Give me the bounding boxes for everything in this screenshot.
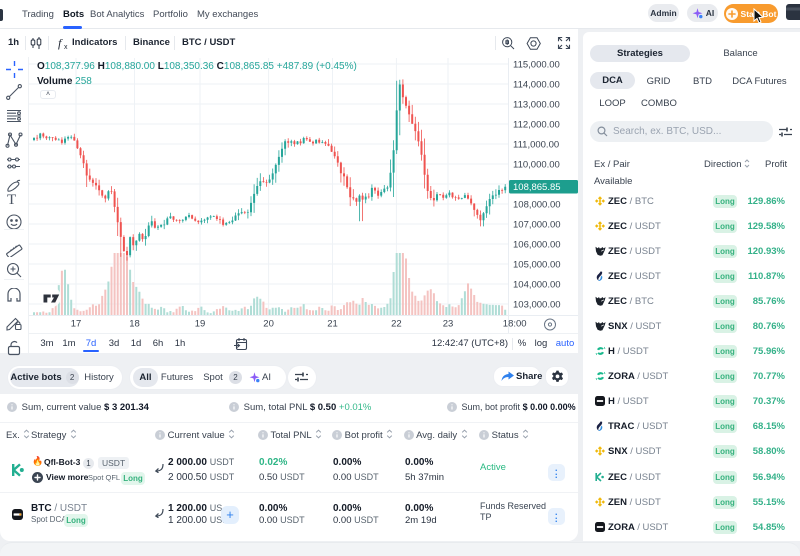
svg-text:103,000.00: 103,000.00	[513, 300, 561, 311]
svg-text:113,000.00: 113,000.00	[513, 100, 560, 111]
svg-text:22: 22	[391, 319, 402, 330]
svg-text:17: 17	[71, 319, 82, 330]
svg-text:18: 18	[129, 319, 140, 330]
svg-text:19: 19	[195, 319, 206, 330]
svg-text:106,000.00: 106,000.00	[513, 240, 561, 251]
svg-text:108,000.00: 108,000.00	[513, 200, 561, 211]
svg-text:108,865.85: 108,865.85	[513, 182, 561, 193]
svg-text:x: x	[64, 44, 68, 50]
svg-text:104,000.00: 104,000.00	[513, 280, 561, 291]
svg-text:112,000.00: 112,000.00	[513, 120, 560, 131]
svg-text:23: 23	[443, 319, 454, 330]
svg-text:114,000.00: 114,000.00	[513, 80, 560, 91]
svg-text:110,000.00: 110,000.00	[513, 160, 560, 171]
svg-text:107,000.00: 107,000.00	[513, 220, 561, 231]
svg-text:111,000.00: 111,000.00	[513, 140, 559, 151]
svg-text:20: 20	[263, 319, 274, 330]
svg-text:105,000.00: 105,000.00	[513, 260, 561, 271]
svg-text:f: f	[58, 37, 63, 50]
svg-text:21: 21	[327, 319, 338, 330]
svg-text:18:00: 18:00	[503, 319, 527, 330]
svg-text:115,000.00: 115,000.00	[513, 60, 560, 71]
